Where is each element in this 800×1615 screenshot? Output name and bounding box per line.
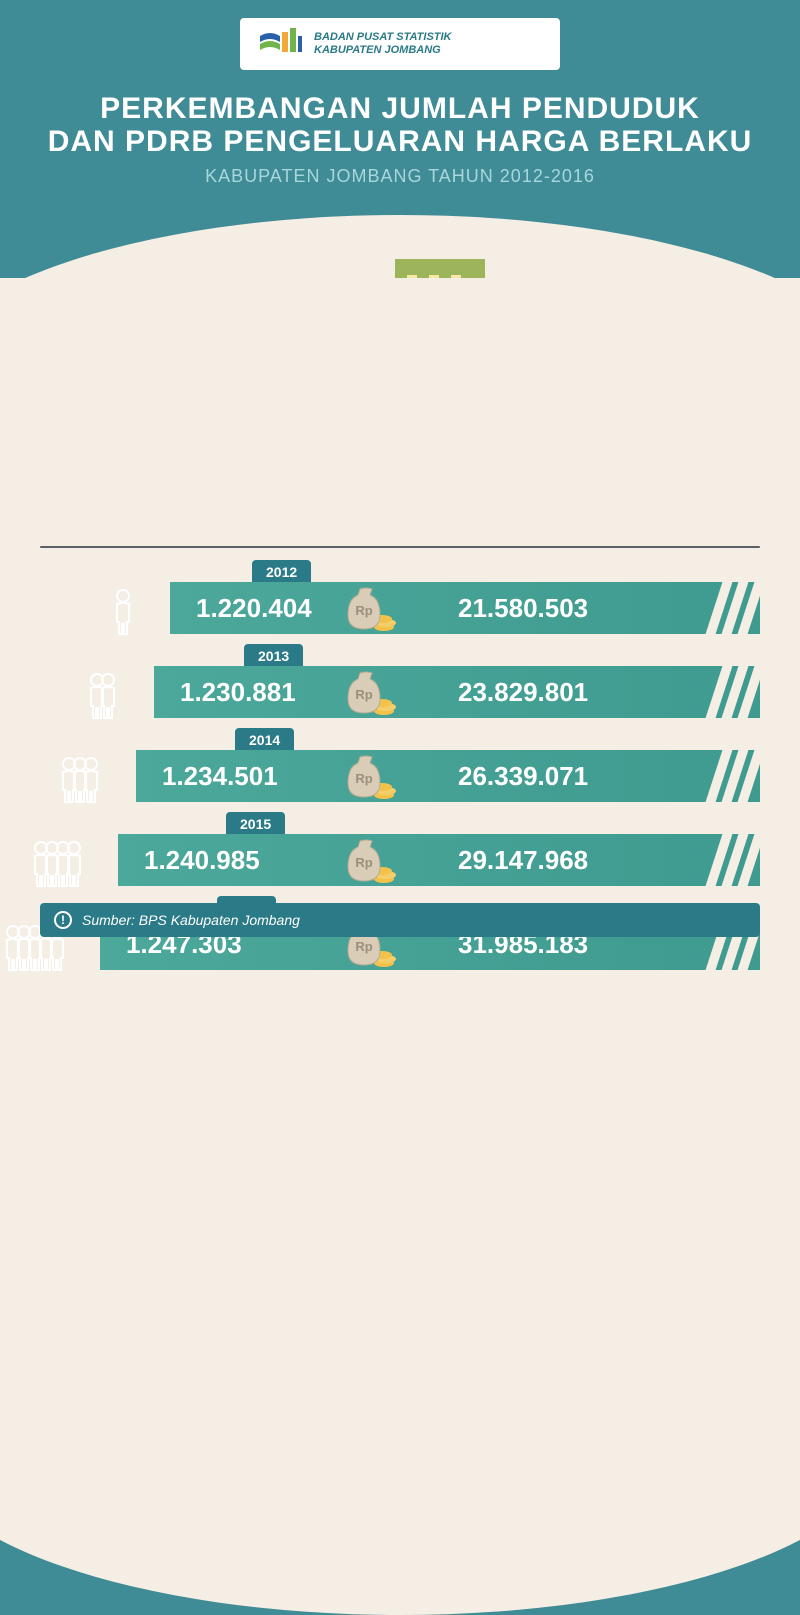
people-icon <box>58 756 112 804</box>
title-line1: PERKEMBANGAN JUMLAH PENDUDUK <box>20 92 780 125</box>
svg-text:Rp: Rp <box>355 603 372 618</box>
org-name-line2: KABUPATEN JOMBANG <box>314 44 452 57</box>
pdrb-value: 23.829.801 <box>458 677 588 708</box>
divider <box>40 546 760 548</box>
population-value: 1.240.985 <box>144 845 260 876</box>
footer-text: Sumber: BPS Kabupaten Jombang <box>82 912 300 928</box>
header-text: BADAN PUSAT STATISTIK KABUPATEN JOMBANG <box>314 31 452 57</box>
data-bar: 1.234.501 Rp 26.339.071 <box>136 750 760 802</box>
year-tag: 2015 <box>226 812 285 836</box>
svg-text:Rp: Rp <box>355 939 372 954</box>
svg-text:Rp: Rp <box>355 855 372 870</box>
data-bar: 1.240.985 Rp 29.147.968 <box>118 834 760 886</box>
info-icon: ! <box>54 911 72 929</box>
content-panel: 2012 1.220.404 Rp 21.580.503 2013 1.230.881 Rp… <box>0 278 800 953</box>
org-name-line1: BADAN PUSAT STATISTIK <box>314 31 452 44</box>
bar-stripes <box>706 582 771 634</box>
subtitle: KABUPATEN JOMBANG TAHUN 2012-2016 <box>20 166 780 187</box>
people-icon <box>112 588 142 636</box>
pdrb-value: 26.339.071 <box>458 761 588 792</box>
svg-text:Rp: Rp <box>355 687 372 702</box>
data-bar: 1.220.404 Rp 21.580.503 <box>170 582 760 634</box>
population-value: 1.220.404 <box>196 593 312 624</box>
svg-text:Rp: Rp <box>355 771 372 786</box>
money-bag-icon: Rp <box>340 745 398 808</box>
pdrb-value: 21.580.503 <box>458 593 588 624</box>
money-bag-icon: Rp <box>340 829 398 892</box>
people-icon <box>86 672 128 720</box>
money-bag-icon: Rp <box>340 577 398 640</box>
year-tag: 2013 <box>244 644 303 668</box>
data-bar: 1.230.881 Rp 23.829.801 <box>154 666 760 718</box>
footer: ! Sumber: BPS Kabupaten Jombang <box>40 903 760 937</box>
year-tag: 2014 <box>235 728 294 752</box>
money-bag-icon: Rp <box>340 661 398 724</box>
bar-stripes <box>706 750 771 802</box>
title-block: PERKEMBANGAN JUMLAH PENDUDUK DAN PDRB PE… <box>0 92 800 187</box>
people-icon <box>30 840 96 888</box>
bar-stripes <box>706 834 771 886</box>
bar-stripes <box>706 666 771 718</box>
data-row: 2015 1.240.985 Rp 29.147.968 <box>40 814 760 892</box>
header-box: BADAN PUSAT STATISTIK KABUPATEN JOMBANG <box>240 18 560 70</box>
bps-logo-icon <box>258 28 302 60</box>
year-tag: 2012 <box>252 560 311 584</box>
data-row: 2013 1.230.881 Rp 23.829.801 <box>40 646 760 724</box>
title-line2: DAN PDRB PENGELUARAN HARGA BERLAKU <box>20 125 780 158</box>
data-row: 2014 1.234.501 Rp 26.339.071 <box>40 730 760 808</box>
data-row: 2012 1.220.404 Rp 21.580.503 <box>40 562 760 640</box>
population-value: 1.234.501 <box>162 761 278 792</box>
pdrb-value: 29.147.968 <box>458 845 588 876</box>
population-value: 1.230.881 <box>180 677 296 708</box>
